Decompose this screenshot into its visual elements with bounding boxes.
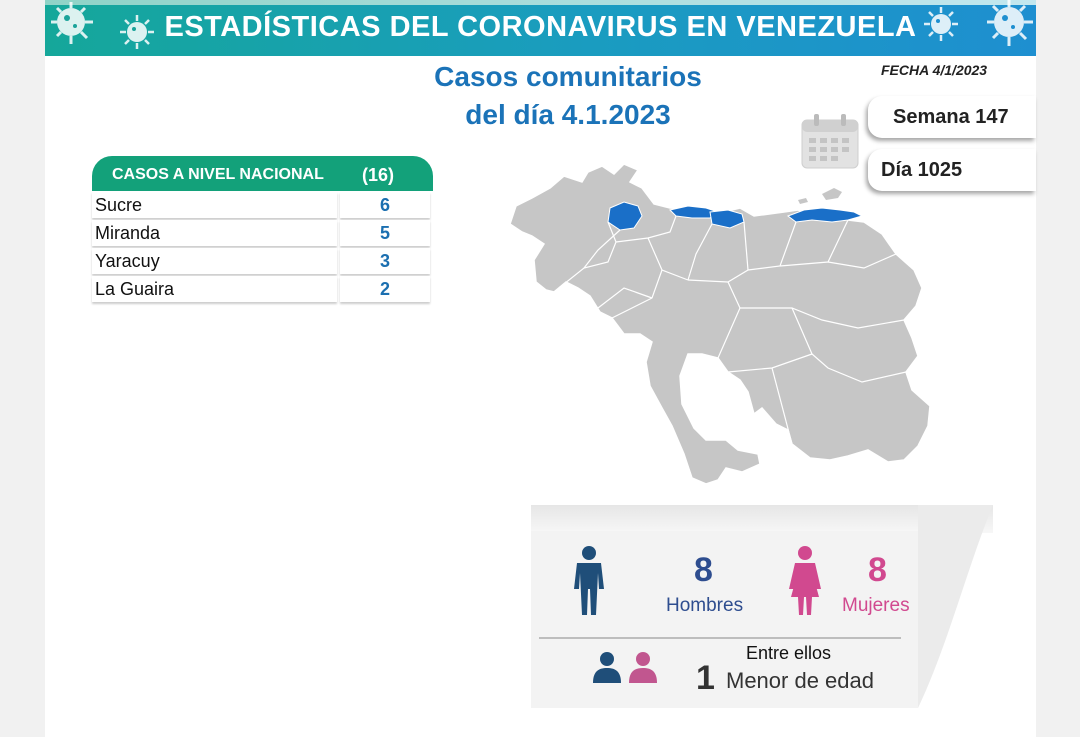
table-row: Sucre 6	[92, 192, 433, 219]
men-label: Hombres	[666, 595, 744, 616]
state-cell: Miranda	[92, 220, 337, 246]
virus-icon	[987, 0, 1033, 46]
state-name: Miranda	[95, 223, 161, 243]
report-date: FECHA 4/1/2023	[881, 62, 988, 78]
demographics-panel: 8 Hombres 8 Mujeres Entre ellos 1 Menor …	[531, 531, 918, 708]
venezuela-map	[509, 163, 931, 485]
calendar-icon	[801, 114, 859, 169]
state-cell: La Guaira	[92, 276, 337, 302]
women-label: Mujeres	[842, 595, 910, 616]
title-line-1: Casos comunitarios	[434, 61, 702, 92]
day-counter: Día 1025	[868, 149, 1036, 191]
page-curl	[918, 505, 993, 708]
title-line-2: del día 4.1.2023	[465, 99, 671, 130]
state-cell: Sucre	[92, 192, 337, 218]
state-name: Yaracuy	[95, 251, 160, 271]
cases-value: 5	[379, 223, 390, 243]
cases-cell: 5	[340, 220, 430, 246]
table-row: La Guaira 2	[92, 276, 433, 303]
state-name: La Guaira	[95, 279, 175, 299]
banner-title: ESTADÍSTICAS DEL CORONAVIRUS EN VENEZUEL…	[164, 11, 917, 43]
minors-intro: Entre ellos	[746, 643, 832, 663]
page-title: Casos comunitarios del día 4.1.2023	[363, 58, 773, 134]
cases-value: 6	[379, 195, 390, 215]
island-small	[798, 198, 808, 204]
island-margarita	[822, 188, 842, 200]
virus-icon	[51, 2, 93, 44]
table-header: CASOS A NIVEL NACIONAL (16)	[92, 156, 433, 191]
virus-icon	[120, 15, 154, 49]
title-banner: ESTADÍSTICAS DEL CORONAVIRUS EN VENEZUEL…	[45, 0, 1036, 56]
women-count: 8	[868, 551, 887, 589]
people-icon	[593, 652, 657, 683]
minors-count: 1	[696, 659, 715, 697]
state-cell: Yaracuy	[92, 248, 337, 274]
stats-shadow	[531, 505, 993, 533]
day-label: Día 1025	[881, 159, 963, 181]
table-row: Miranda 5	[92, 220, 433, 247]
cases-value: 2	[379, 279, 390, 299]
week-counter: Semana 147	[868, 96, 1036, 138]
week-label: Semana 147	[893, 106, 1009, 128]
state-name: Sucre	[95, 195, 143, 215]
banner-strip	[45, 0, 1036, 5]
table-total: (16)	[362, 165, 395, 185]
state-yaracuy	[607, 201, 643, 231]
cases-cell: 3	[340, 248, 430, 274]
minors-label: Menor de edad	[726, 668, 874, 693]
table-row: Yaracuy 3	[92, 248, 433, 275]
cases-value: 3	[379, 251, 390, 271]
state-sucre	[786, 207, 864, 223]
men-count: 8	[694, 551, 713, 589]
woman-icon	[789, 546, 821, 615]
cases-table: CASOS A NIVEL NACIONAL (16) Sucre 6 Mirand…	[92, 156, 433, 303]
stats-divider	[539, 637, 901, 639]
virus-icon	[924, 7, 958, 41]
bulletin-page: ESTADÍSTICAS DEL CORONAVIRUS EN VENEZUEL…	[45, 0, 1036, 737]
cases-cell: 6	[340, 192, 430, 218]
table-body: Sucre 6 Miranda 5 Yaracuy 3 La Guaira 2	[92, 192, 433, 303]
man-icon	[574, 546, 604, 615]
table-heading: CASOS A NIVEL NACIONAL	[112, 166, 324, 183]
state-borders	[553, 215, 907, 445]
cases-cell: 2	[340, 276, 430, 302]
